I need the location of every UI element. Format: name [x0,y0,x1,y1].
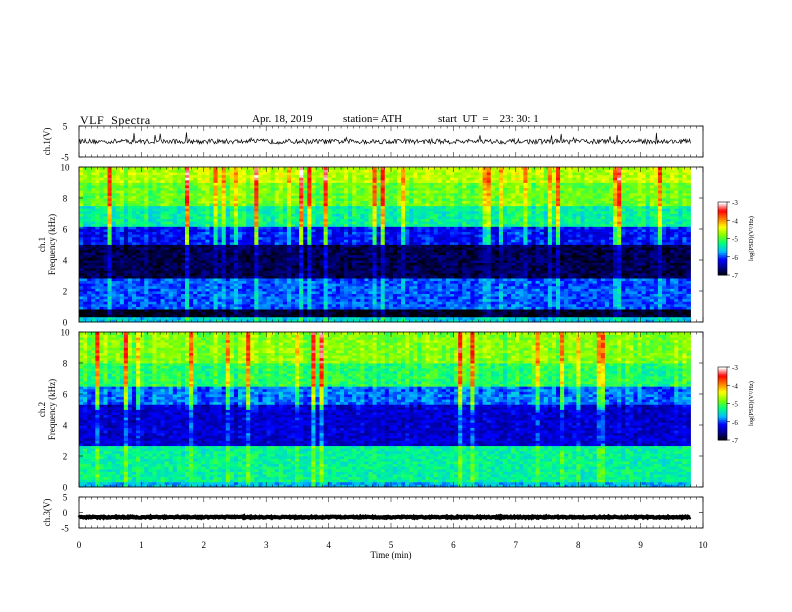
x-tick-label: 0 [77,540,82,550]
y-tick-label: 0 [63,483,68,493]
x-tick-label: 9 [638,540,643,550]
colorbar-tick-label: -4 [732,382,738,390]
plot-title: VLF Spectra [80,113,151,127]
colorbar-ch1 [717,201,730,276]
y-tick-label: 0 [63,318,68,328]
y-tick-label: 4 [63,421,68,431]
y-axis-label: ch.1 [37,237,47,252]
panel-3 [78,331,704,488]
colorbar-ch2 [717,366,730,441]
x-tick-label: 3 [264,540,269,550]
y-tick-label: 8 [63,194,68,204]
colorbar-tick-label: -3 [732,199,738,207]
x-tick-label: 1 [139,540,144,550]
colorbar-tick-label: -7 [732,437,738,445]
panel-4 [77,496,704,529]
y-tick-label: -5 [61,153,69,163]
y-tick-label: 8 [63,359,68,369]
y-tick-label: 6 [63,390,68,400]
y-axis-label: ch.2 [37,402,47,417]
y-axis-label: Frequency (kHz) [47,379,57,440]
colorbar-tick-label: -4 [732,217,738,225]
y-axis-label: Frequency (kHz) [47,214,57,275]
y-tick-label: 6 [63,225,68,235]
ch1-trace [78,132,691,146]
y-tick-label: 2 [63,452,68,462]
y-axis-label: ch.1(V) [42,128,52,156]
x-tick-label: 10 [699,540,709,550]
station-label: station= ATH [343,113,403,125]
colorbar-label: log(PSD)(V²/Hz) [748,216,755,261]
x-tick-label: 2 [202,540,207,550]
y-axis-label: ch.3(V) [42,499,52,527]
y-tick-label: 2 [63,287,68,297]
x-tick-label: 7 [514,540,519,550]
colorbar-tick-label: -3 [732,364,738,372]
colorbar-tick-label: -6 [732,419,738,427]
ch3-trace [77,513,692,521]
colorbar-label: log(PSD)(V²/Hz) [748,381,755,426]
x-tick-label: 6 [451,540,456,550]
y-tick-label: 10 [61,163,71,173]
date-label: Apr. 18, 2019 [252,113,313,125]
x-axis-label: Time (min) [371,550,412,560]
y-tick-label: -5 [61,524,69,534]
colorbar-tick-label: -5 [732,236,738,244]
y-tick-label: 5 [63,493,68,503]
y-tick-label: 0 [63,508,68,518]
colorbar-tick-label: -5 [732,401,738,409]
x-tick-label: 8 [576,540,581,550]
y-tick-label: 5 [63,122,68,132]
panel-1 [78,125,704,158]
y-tick-label: 4 [63,256,68,266]
x-tick-label: 5 [389,540,394,550]
colorbar-tick-label: -7 [732,272,738,280]
x-tick-label: 4 [326,540,331,550]
panel-2 [78,166,704,323]
start-time-label: start UT = 23: 30: 1 [438,113,539,125]
colorbar-tick-label: -6 [732,254,738,262]
y-tick-label: 10 [61,328,71,338]
